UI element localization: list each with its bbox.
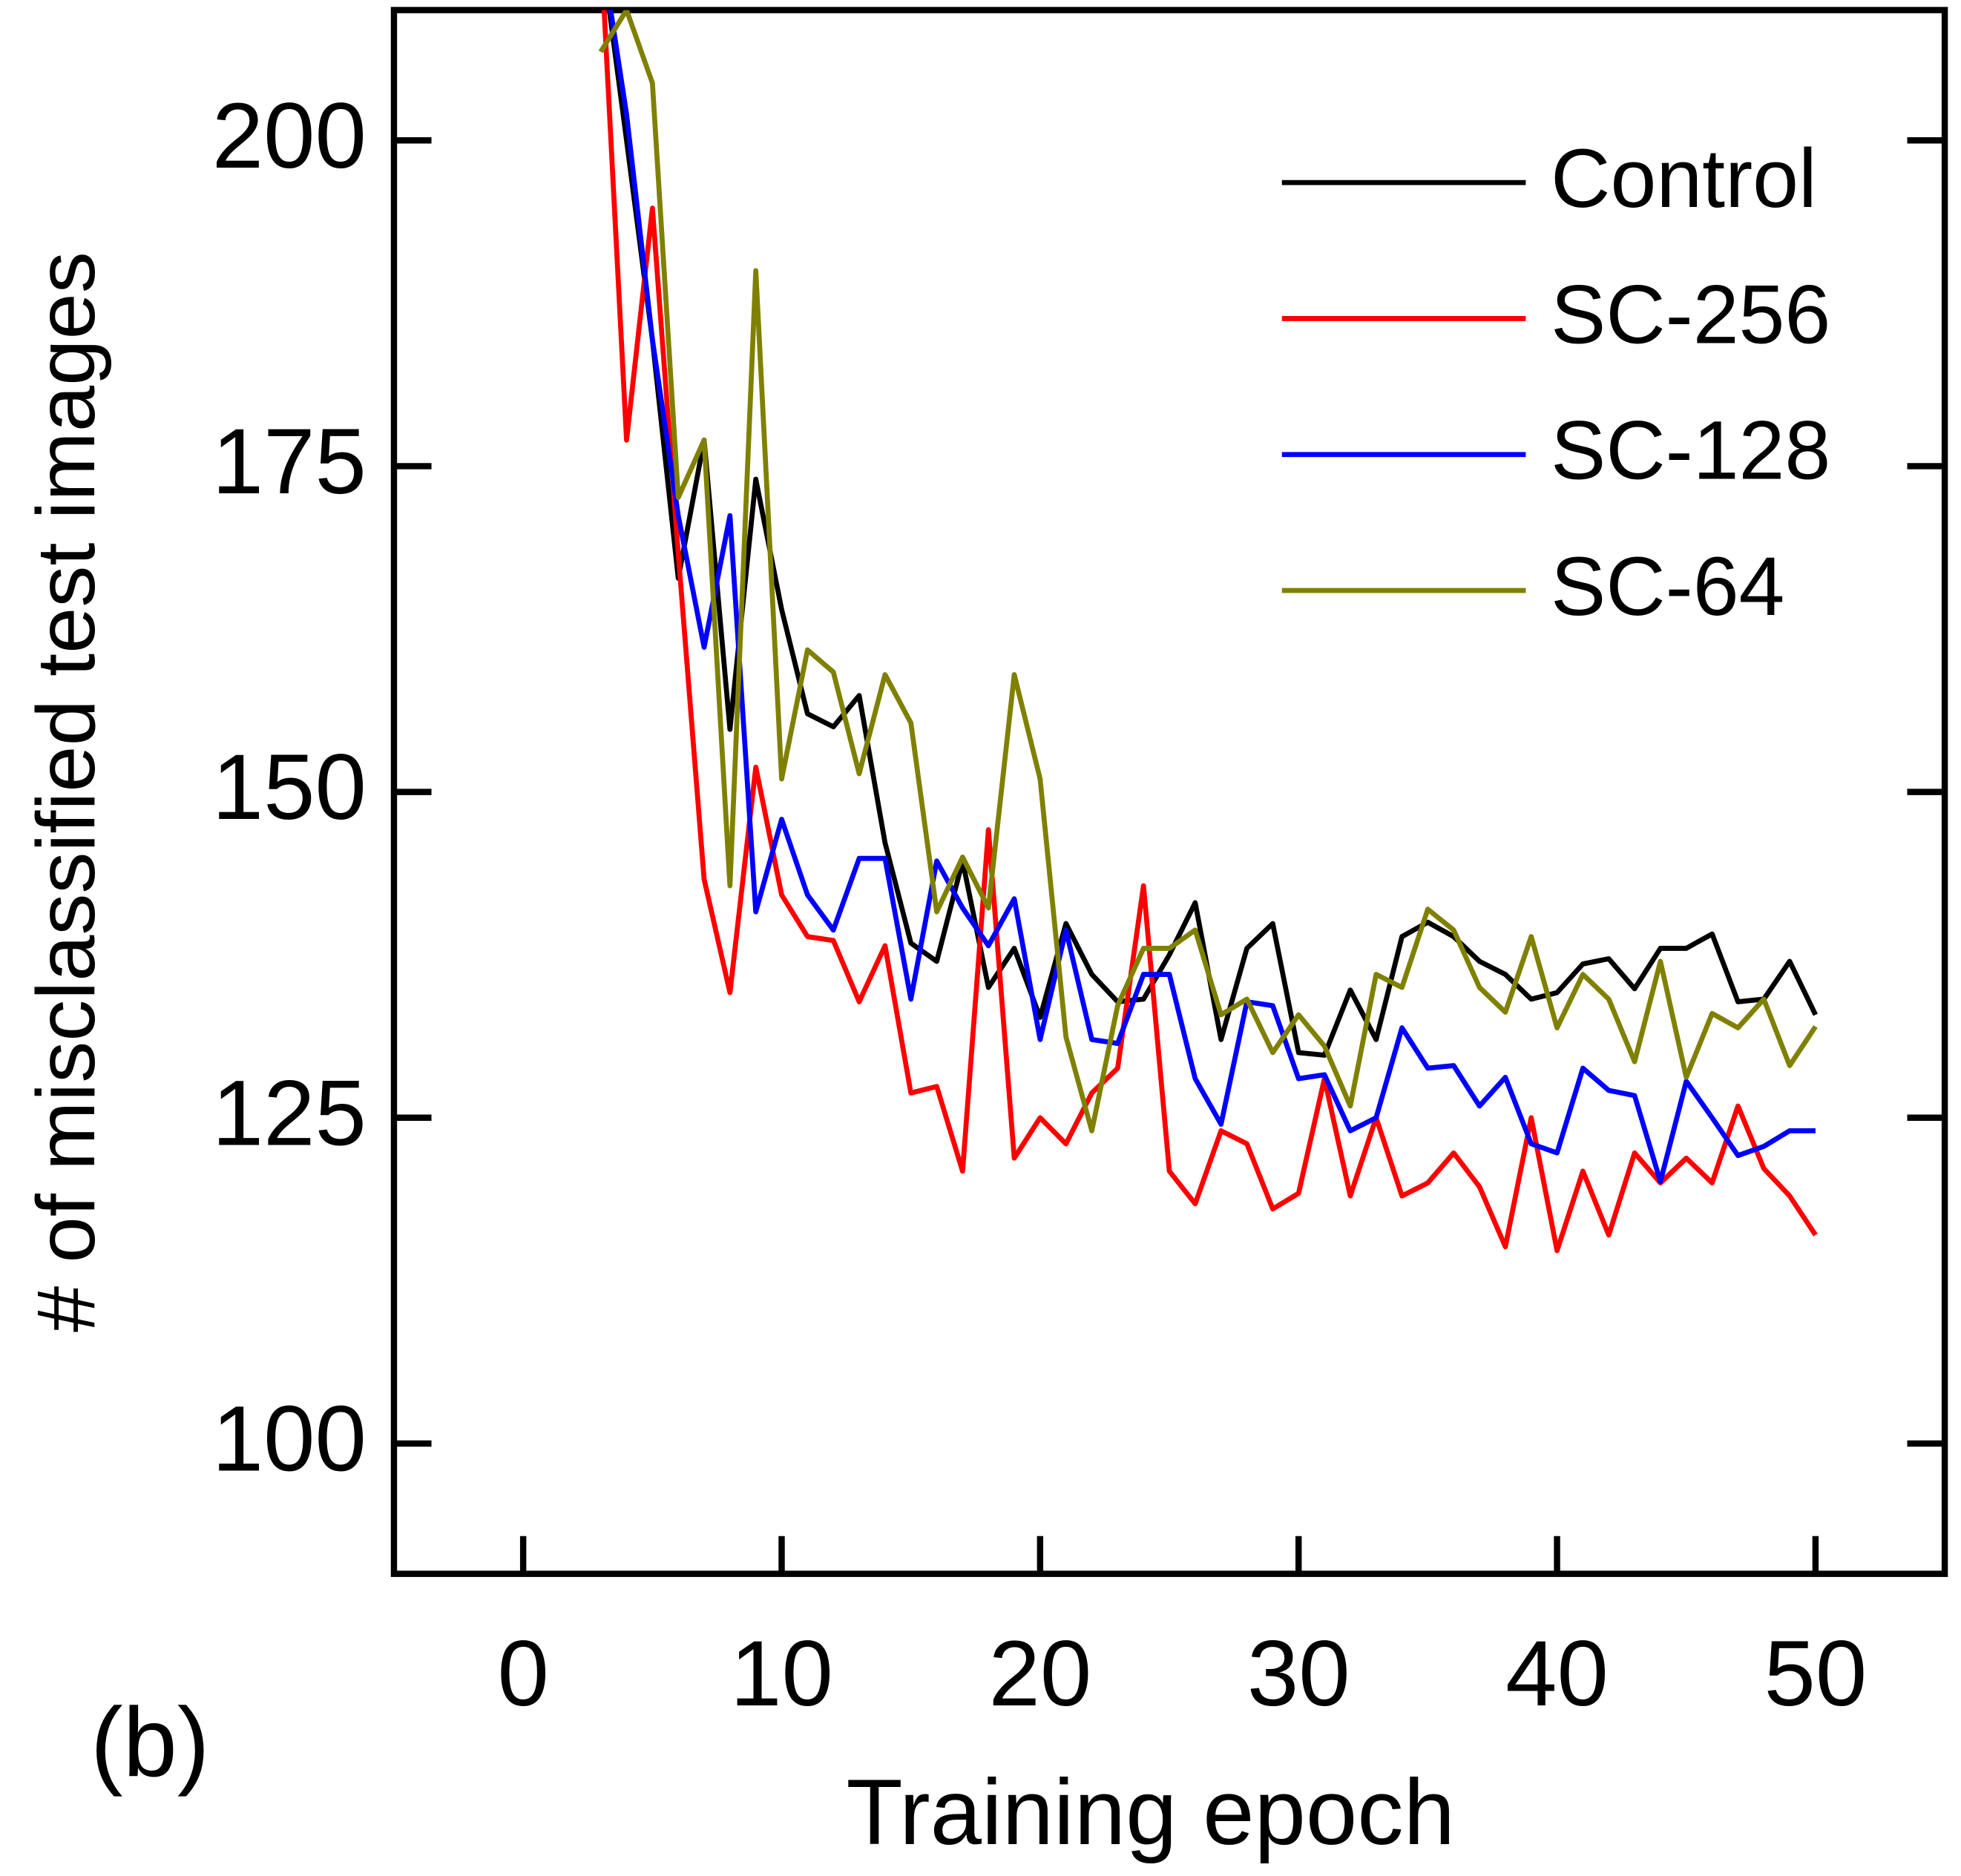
plot-lines (598, 10, 1818, 1254)
x-tick-label: 10 (730, 1622, 833, 1725)
legend-label: SC-128 (1551, 404, 1830, 496)
x-tick-label: 0 (497, 1622, 548, 1725)
series-line (598, 10, 1818, 1133)
legend-label: SC-256 (1551, 268, 1830, 361)
series-line (601, 10, 1818, 1254)
y-tick-label: 150 (212, 735, 367, 839)
x-axis-label: Training epoch (847, 1760, 1455, 1863)
x-tick-label: 50 (1764, 1622, 1868, 1725)
legend-label: Control (1551, 132, 1817, 225)
plot-frame (390, 7, 1948, 1577)
panel-label: (b) (91, 1688, 210, 1797)
x-tick-label: 30 (1247, 1622, 1350, 1725)
x-tick-label: 40 (1505, 1622, 1609, 1725)
x-tick-label: 20 (988, 1622, 1091, 1725)
legend-label: SC-64 (1551, 540, 1784, 633)
y-tick-label: 200 (212, 83, 367, 187)
y-tick-label: 125 (212, 1061, 367, 1165)
y-axis-label: # of misclassified test images (19, 251, 112, 1332)
y-tick-label: 100 (212, 1386, 367, 1490)
y-tick-label: 175 (212, 409, 367, 513)
series-line (608, 10, 1816, 1185)
